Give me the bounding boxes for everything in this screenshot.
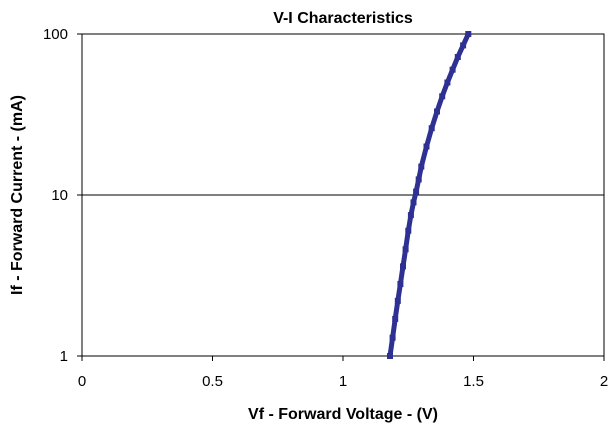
- data-point-0-13: [423, 143, 430, 150]
- x-tick-label-4: 2: [600, 373, 608, 390]
- x-tick-label-0: 0: [78, 373, 86, 390]
- data-point-0-3: [394, 297, 401, 304]
- y-tick-labels: 1 10 100: [43, 26, 82, 365]
- grid-lines: [82, 33, 604, 357]
- data-point-0-9: [410, 199, 417, 206]
- series-line-0: [387, 31, 471, 359]
- data-point-0-0: [387, 353, 393, 359]
- y-tick-label-1: 10: [51, 187, 68, 204]
- x-axis-label: Vf - Forward Voltage - (V): [248, 406, 438, 423]
- data-point-0-15: [434, 108, 440, 115]
- data-point-0-10: [413, 188, 420, 195]
- data-point-0-18: [449, 66, 456, 73]
- data-point-0-5: [400, 263, 406, 270]
- series-layer: [387, 31, 472, 359]
- y-axis-label: If - Forward Current - (mA): [9, 95, 26, 295]
- x-tick-label-3: 1.5: [463, 373, 484, 390]
- x-tick-labels: 0 0.5 1 1.5 2: [78, 356, 608, 390]
- data-point-0-1: [389, 334, 396, 341]
- data-point-0-17: [444, 79, 451, 86]
- x-tick-label-1: 0.5: [202, 373, 223, 390]
- data-point-0-14: [428, 125, 435, 132]
- data-point-0-7: [405, 227, 412, 234]
- data-point-0-16: [439, 93, 446, 100]
- chart-title: V-I Characteristics: [273, 10, 413, 27]
- data-point-0-12: [418, 163, 425, 170]
- data-point-0-8: [407, 212, 414, 219]
- y-tick-label-0: 1: [60, 348, 68, 365]
- y-tick-label-2: 100: [43, 26, 68, 43]
- data-point-0-4: [397, 281, 404, 287]
- x-tick-label-2: 1: [339, 373, 347, 390]
- data-point-0-11: [415, 176, 422, 183]
- data-point-0-2: [392, 315, 399, 322]
- data-point-0-20: [460, 42, 467, 49]
- data-point-0-6: [402, 246, 409, 253]
- data-point-0-19: [454, 54, 461, 60]
- data-point-0-21: [465, 31, 472, 37]
